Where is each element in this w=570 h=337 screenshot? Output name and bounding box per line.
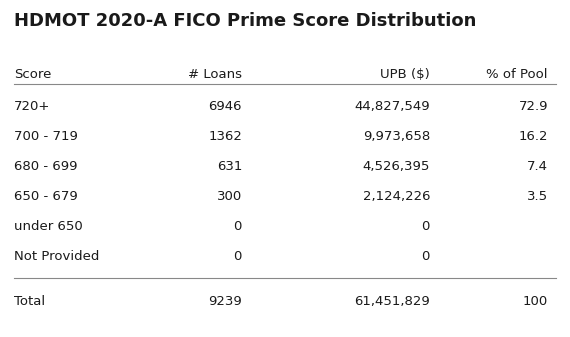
Text: Score: Score bbox=[14, 68, 51, 81]
Text: 72.9: 72.9 bbox=[519, 100, 548, 113]
Text: 720+: 720+ bbox=[14, 100, 50, 113]
Text: % of Pool: % of Pool bbox=[487, 68, 548, 81]
Text: HDMOT 2020-A FICO Prime Score Distribution: HDMOT 2020-A FICO Prime Score Distributi… bbox=[14, 12, 477, 30]
Text: under 650: under 650 bbox=[14, 220, 83, 233]
Text: 0: 0 bbox=[234, 250, 242, 263]
Text: 16.2: 16.2 bbox=[519, 130, 548, 143]
Text: 6946: 6946 bbox=[209, 100, 242, 113]
Text: 700 - 719: 700 - 719 bbox=[14, 130, 78, 143]
Text: Total: Total bbox=[14, 295, 45, 308]
Text: 300: 300 bbox=[217, 190, 242, 203]
Text: 0: 0 bbox=[234, 220, 242, 233]
Text: # Loans: # Loans bbox=[188, 68, 242, 81]
Text: Not Provided: Not Provided bbox=[14, 250, 99, 263]
Text: 631: 631 bbox=[217, 160, 242, 173]
Text: 680 - 699: 680 - 699 bbox=[14, 160, 78, 173]
Text: 1362: 1362 bbox=[208, 130, 242, 143]
Text: 0: 0 bbox=[422, 250, 430, 263]
Text: 9239: 9239 bbox=[208, 295, 242, 308]
Text: 3.5: 3.5 bbox=[527, 190, 548, 203]
Text: 7.4: 7.4 bbox=[527, 160, 548, 173]
Text: UPB ($): UPB ($) bbox=[380, 68, 430, 81]
Text: 61,451,829: 61,451,829 bbox=[354, 295, 430, 308]
Text: 44,827,549: 44,827,549 bbox=[355, 100, 430, 113]
Text: 9,973,658: 9,973,658 bbox=[363, 130, 430, 143]
Text: 0: 0 bbox=[422, 220, 430, 233]
Text: 2,124,226: 2,124,226 bbox=[363, 190, 430, 203]
Text: 650 - 679: 650 - 679 bbox=[14, 190, 78, 203]
Text: 100: 100 bbox=[523, 295, 548, 308]
Text: 4,526,395: 4,526,395 bbox=[363, 160, 430, 173]
